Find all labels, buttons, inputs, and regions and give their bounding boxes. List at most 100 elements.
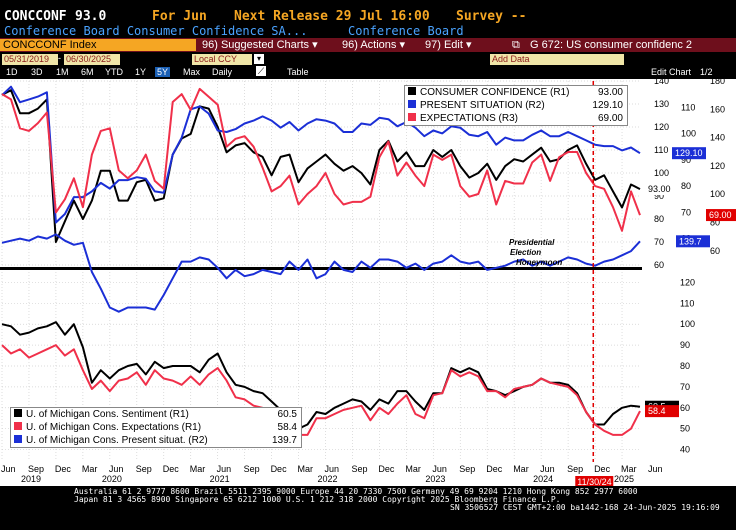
period-1m[interactable]: 1M — [56, 67, 69, 77]
line-chart-icon[interactable]: ⟋ — [256, 66, 266, 76]
last-value-expectations: 69.00 — [709, 210, 732, 220]
annotation-text: Honeymoon — [516, 258, 562, 267]
x-tick-label: Dec — [271, 464, 288, 474]
tick-label-r1: 70 — [654, 237, 664, 247]
actions-button[interactable]: 96) Actions ▾ — [342, 39, 405, 51]
x-tick-label: Jun — [540, 464, 555, 474]
legend-item-consumer-confidence: CONSUMER CONFIDENCE (R1) 93.00 — [405, 86, 627, 99]
next-release: Next Release 29 Jul 16:00 — [234, 9, 430, 24]
last-value-mich-present: 139.7 — [679, 236, 702, 246]
x-axis-background — [0, 462, 736, 487]
footer: Australia 61 2 9777 8600 Brazil 5511 239… — [0, 486, 736, 530]
footer-contacts: Australia 61 2 9777 8600 Brazil 5511 239… — [74, 487, 638, 496]
last-value-present-situation: 129.10 — [675, 148, 703, 158]
period-max[interactable]: Max — [183, 67, 201, 77]
period-5y[interactable]: 5Y — [155, 67, 171, 77]
currency-select[interactable]: Local CCY — [192, 54, 252, 65]
right-axis-background — [642, 79, 736, 462]
tick-label-r2: 100 — [710, 189, 725, 199]
x-tick-label: Dec — [163, 464, 180, 474]
x-year-label: 2025 — [614, 474, 634, 484]
x-year-label: 2024 — [533, 474, 553, 484]
annotation-text: Presidential — [509, 238, 555, 247]
tick-label-r2: 120 — [710, 161, 725, 171]
tick-label-r3: 80 — [681, 181, 691, 191]
x-tick-label: Jun — [324, 464, 339, 474]
x-tick-label: Mar — [298, 464, 314, 474]
frequency-select[interactable]: Daily — [212, 67, 233, 77]
tick-label-r1: 130 — [654, 99, 669, 109]
period-1y[interactable]: 1Y — [135, 67, 147, 77]
table-button[interactable]: Table — [287, 67, 309, 77]
x-year-label: 2020 — [102, 474, 122, 484]
tick-label-r1: 90 — [680, 340, 690, 350]
tick-label-r1: 120 — [654, 122, 669, 132]
panel1-series-0-line — [1, 89, 641, 243]
panel2-series-2-line — [1, 233, 641, 313]
x-tick-label: Mar — [513, 464, 529, 474]
tick-label-r1: 90 — [654, 191, 664, 201]
footer-session: SN 3506527 CEST GMT+2:00 ba1442-168 24-J… — [450, 503, 720, 512]
tick-label-r2: 180 — [710, 79, 725, 86]
x-year-label: 2022 — [317, 474, 337, 484]
period-3d[interactable]: 3D — [31, 67, 43, 77]
last-value-consumer-confidence-box — [645, 183, 679, 196]
add-data-field[interactable]: Add Data — [490, 54, 624, 65]
tick-label-r3: 100 — [681, 129, 696, 139]
x-year-label: 2021 — [210, 474, 230, 484]
tick-label-r1: 50 — [680, 424, 690, 434]
edit-button[interactable]: 97) Edit ▾ — [425, 39, 472, 51]
suggested-charts-button[interactable]: 96) Suggested Charts ▾ — [202, 39, 318, 51]
tick-label-r1: 110 — [680, 298, 694, 308]
index-field[interactable]: CONCCONF Index — [0, 39, 196, 51]
chart-toolbar: CONCCONF Index 96) Suggested Charts ▾ 96… — [0, 38, 736, 52]
footer-contacts-2: Japan 81 3 4565 8900 Singapore 65 6212 1… — [74, 495, 561, 504]
chevron-down-icon[interactable]: ▾ — [254, 54, 264, 64]
tick-label-r2: 80 — [710, 218, 720, 228]
x-tick-label: Jun — [217, 464, 232, 474]
x-tick-label: Dec — [378, 464, 395, 474]
range-separator: - — [58, 53, 61, 63]
edit-chart-button[interactable]: Edit Chart — [651, 67, 692, 77]
last-value-expectations-box — [706, 209, 736, 222]
start-date-field[interactable]: 05/31/2019 — [2, 54, 58, 65]
x-tick-label: Mar — [405, 464, 421, 474]
security-header: CONCCONF 93.0 For Jun Next Release 29 Ju… — [0, 0, 736, 24]
chart-title: G 672: US consumer confidenc 2 — [530, 39, 693, 51]
tick-label-r1: 60 — [680, 403, 690, 413]
annotation-text: Election — [510, 248, 541, 257]
tick-label-r2: 140 — [710, 133, 725, 143]
tick-label-r1: 120 — [680, 277, 695, 287]
marker-date-label: 11/30/24 — [577, 477, 611, 487]
tick-label-r3: 90 — [681, 155, 691, 165]
last-value-present-situation-box — [672, 147, 706, 160]
x-tick-label: Sep — [136, 464, 152, 474]
panel-divider — [0, 267, 736, 270]
period-6m[interactable]: 6M — [81, 67, 94, 77]
marker-date-box — [575, 476, 614, 487]
security-name: Conference Board Consumer Confidence SA.… — [4, 24, 308, 38]
x-tick-label: Dec — [594, 464, 611, 474]
period-ytd[interactable]: YTD — [105, 67, 123, 77]
legend-item-mich-present: U. of Michigan Cons. Present situat. (R2… — [11, 434, 301, 447]
tick-label-r1: 100 — [654, 168, 669, 178]
axes-layer: 60 70 80 90 100 110 120 130 140 60 70 80 90 100 110 60 8… — [0, 79, 736, 487]
tick-label-r2: 60 — [710, 246, 720, 256]
end-date-field[interactable]: 06/30/2025 — [64, 54, 120, 65]
x-tick-label: Sep — [459, 464, 475, 474]
x-tick-label: Sep — [28, 464, 44, 474]
x-tick-label: Jun — [109, 464, 124, 474]
legend-item-present-situation: PRESENT SITUATION (R2) 129.10 — [405, 99, 627, 112]
period-1d[interactable]: 1D — [6, 67, 18, 77]
panel1-series-1-line — [1, 85, 641, 224]
x-tick-label: Mar — [621, 464, 637, 474]
tick-label-r3: 70 — [681, 207, 691, 217]
source-name: Conference Board — [348, 24, 464, 38]
x-tick-label: Sep — [244, 464, 260, 474]
ticker-label: CONCCONF — [4, 9, 67, 24]
for-period: For Jun — [152, 9, 207, 24]
last-value-mich-expectations-box — [645, 405, 679, 418]
external-link-icon[interactable]: ⧉ — [512, 39, 520, 51]
x-year-label: 2019 — [21, 474, 41, 484]
tick-label-r2: 160 — [710, 104, 725, 114]
